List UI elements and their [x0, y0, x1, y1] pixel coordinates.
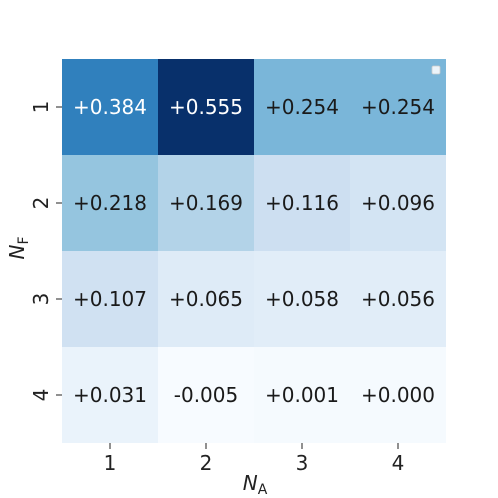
heatmap-cell: [62, 251, 158, 347]
heatmap-cell: [158, 59, 254, 155]
heatmap-cell: [158, 347, 254, 443]
heatmap-cell: [350, 59, 446, 155]
x-axis-label: NA: [243, 471, 268, 498]
heatmap-cell: [254, 155, 350, 251]
cell-value-label: +0.169: [169, 191, 243, 215]
heatmap-cell: [62, 347, 158, 443]
cell-value-label: +0.218: [73, 191, 147, 215]
heatmap-cell: [254, 251, 350, 347]
cell-value-label: +0.065: [169, 287, 243, 311]
legend: [431, 65, 441, 75]
heatmap-cells: [62, 59, 446, 443]
x-tick-label: 1: [104, 451, 117, 475]
heatmap-cell: [350, 347, 446, 443]
cell-value-label: +0.096: [361, 191, 435, 215]
cell-value-label: +0.031: [73, 383, 147, 407]
y-tick-label: 1: [29, 101, 53, 114]
cell-value-label: +0.384: [73, 95, 147, 119]
x-tick-label: 2: [200, 451, 213, 475]
heatmap-cell: [62, 59, 158, 155]
heatmap-cell: [62, 155, 158, 251]
cell-value-label: +0.116: [265, 191, 339, 215]
x-axis-label-main: N: [243, 471, 258, 495]
x-axis-ticks: 1 2 3 4: [104, 443, 405, 475]
heatmap-cell: [254, 59, 350, 155]
y-tick-label: 4: [29, 389, 53, 402]
cell-value-label: +0.056: [361, 287, 435, 311]
cell-value-label: +0.555: [169, 95, 243, 119]
cell-value-label: +0.254: [265, 95, 339, 119]
cell-value-label: +0.058: [265, 287, 339, 311]
y-axis-label-main: N: [5, 245, 29, 260]
y-axis-label: NF: [5, 236, 32, 259]
y-axis-ticks: 1 2 3 4: [29, 101, 62, 402]
cell-value-label: +0.254: [361, 95, 435, 119]
x-axis-label-subscript: A: [258, 482, 268, 498]
x-tick-label: 4: [392, 451, 405, 475]
y-axis-label-subscript: F: [16, 236, 32, 244]
y-tick-label: 2: [29, 197, 53, 210]
cell-value-label: +0.107: [73, 287, 147, 311]
cell-value-label: +0.001: [265, 383, 339, 407]
heatmap-cell: [350, 155, 446, 251]
heatmap-cell: [158, 251, 254, 347]
cell-annotations: +0.384 +0.555 +0.254 +0.254 +0.218 +0.169 +0.1…: [73, 95, 435, 407]
heatmap-cell: [158, 155, 254, 251]
y-tick-label: 3: [29, 293, 53, 306]
legend-box: [431, 65, 441, 75]
cell-value-label: +0.000: [361, 383, 435, 407]
heatmap-cell: [350, 251, 446, 347]
heatmap-cell: [254, 347, 350, 443]
cell-value-label: -0.005: [174, 383, 238, 407]
x-tick-label: 3: [296, 451, 309, 475]
